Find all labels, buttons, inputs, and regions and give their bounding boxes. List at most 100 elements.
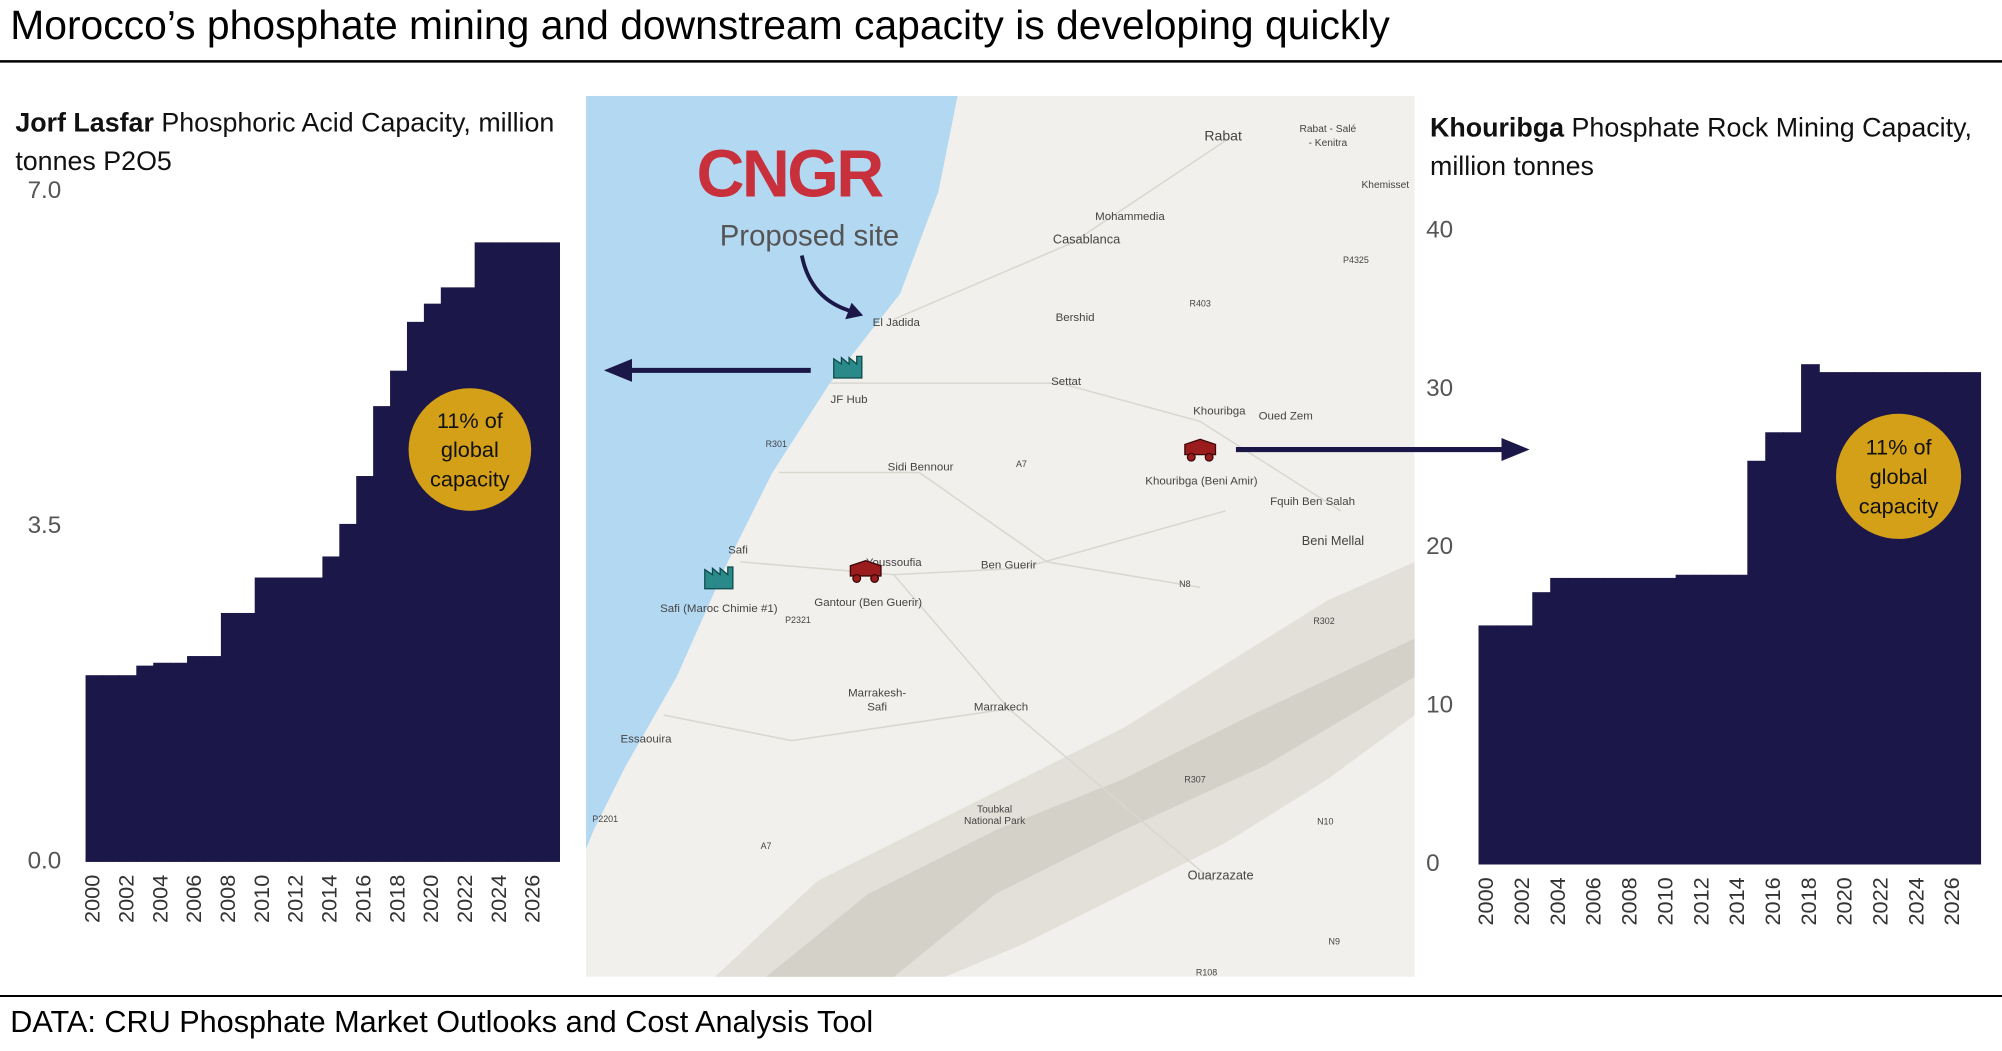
map-label: A7 — [1016, 459, 1027, 469]
annotation-box: 11% of global capacity — [430, 408, 510, 492]
bar — [1747, 460, 1767, 865]
map-label: Safi (Maroc Chimie #1) — [660, 603, 778, 615]
map-label: R403 — [1190, 298, 1211, 308]
map-label: Toubkal — [977, 804, 1012, 815]
chart-title: Khouribga Phosphate Rock Mining Capacity… — [1430, 110, 1992, 187]
bar — [423, 303, 442, 862]
bar — [491, 242, 510, 862]
bar — [1550, 577, 1569, 865]
map-label: Settat — [1051, 376, 1082, 388]
bar — [1729, 574, 1749, 865]
bar — [1657, 577, 1677, 865]
x-tick-label: 2010 — [1652, 877, 1677, 925]
map-label: Fquih Ben Salah — [1270, 496, 1355, 508]
bar — [305, 577, 324, 862]
map-label: Gantour (Ben Guerir) — [814, 597, 922, 609]
link-arrowhead — [1501, 438, 1530, 462]
x-tick-label: 2000 — [80, 875, 105, 923]
x-tick-label: 2006 — [181, 875, 206, 923]
bar — [373, 406, 391, 862]
map-label: N10 — [1317, 817, 1333, 827]
y-tick-label: 10 — [1426, 692, 1453, 719]
bar — [1496, 625, 1516, 865]
map-label: Sidi Bennour — [888, 461, 954, 473]
bar — [1514, 625, 1534, 865]
chart-title-box: Jorf Lasfar Phosphoric Acid Capacity, mi… — [15, 105, 577, 182]
map-label: Ben Guerir — [981, 560, 1037, 572]
map-label: El Jadida — [873, 317, 921, 329]
bar — [153, 662, 171, 862]
map-label: Khemisset — [1361, 180, 1409, 191]
page-title: Morocco’s phosphate mining and downstrea… — [10, 2, 1390, 48]
x-tick-label: 2022 — [452, 875, 477, 923]
chart-title-box: Khouribga Phosphate Rock Mining Capacity… — [1430, 110, 1992, 187]
map: Rabat Rabat - Salé - Kenitra Khemisset Moham… — [586, 95, 1530, 977]
x-tick-label: 2024 — [486, 875, 511, 923]
annotation-box: 11% of global capacity — [1858, 435, 1939, 519]
map-label: Mohammedia — [1095, 211, 1165, 223]
bar — [457, 287, 476, 862]
bar — [1675, 574, 1695, 865]
map-label: Safi — [728, 544, 748, 556]
bar — [1621, 577, 1641, 865]
annotation: 11% of global capacity — [1858, 435, 1939, 519]
map-label: - Kenitra — [1309, 138, 1348, 149]
map-label: R301 — [766, 439, 787, 449]
bar — [1568, 577, 1587, 865]
annotation: 11% of global capacity — [430, 408, 510, 492]
chart-title-bold: Khouribga — [1430, 113, 1565, 144]
map-label: Essaouira — [621, 733, 673, 745]
x-tick-label: 2012 — [1688, 877, 1713, 925]
bar — [85, 675, 104, 862]
bar — [1586, 577, 1605, 865]
x-tick-label: 2020 — [1832, 877, 1857, 925]
link-arrowhead — [603, 358, 633, 382]
map-mountains — [766, 638, 1415, 977]
bar — [1962, 372, 1982, 865]
x-tick-label: 2022 — [1867, 877, 1892, 925]
annotation-circle — [1836, 413, 1962, 539]
annotation-circle — [408, 388, 532, 511]
y-tick-label: 7.0 — [28, 177, 62, 204]
x-tick-label: 2020 — [418, 875, 443, 923]
bar — [390, 370, 408, 862]
map-label: Marrakech — [974, 701, 1028, 713]
bar — [1478, 625, 1498, 865]
map-label: N8 — [1179, 579, 1190, 589]
x-tick-label: 2016 — [350, 875, 375, 923]
map-label: Marrakesh- — [848, 687, 906, 699]
factory-icon — [704, 355, 863, 590]
chart-title: Jorf Lasfar Phosphoric Acid Capacity, mi… — [15, 105, 577, 182]
bar — [339, 523, 357, 862]
map-label: N9 — [1329, 937, 1340, 947]
chart-title-text: Phosphoric Acid Capacity, million tonnes… — [15, 108, 555, 177]
site-arrow — [799, 255, 854, 314]
x-tick-label: 2018 — [384, 875, 409, 923]
bar — [542, 242, 560, 862]
bar — [1693, 574, 1713, 865]
y-tick-label: 20 — [1426, 533, 1453, 560]
x-tick-label: 2024 — [1903, 877, 1928, 925]
x-tick-label: 2002 — [1509, 877, 1534, 925]
x-tick-label: 2026 — [1939, 877, 1964, 925]
bar — [288, 577, 307, 862]
map-label: R302 — [1313, 616, 1334, 626]
y-tick-label: 0 — [1426, 850, 1440, 877]
bar — [271, 577, 290, 862]
map-label: P2321 — [785, 615, 811, 625]
map-label: R307 — [1184, 775, 1205, 785]
bar — [119, 675, 138, 862]
bar — [1765, 432, 1784, 865]
map-label: Beni Mellal — [1302, 533, 1364, 548]
map-label: P4325 — [1343, 255, 1369, 265]
map-label: JF Hub — [831, 394, 868, 406]
map-label: Khouribga — [1193, 405, 1246, 417]
bar — [508, 242, 527, 862]
bar — [322, 556, 341, 862]
map-label: Rabat — [1204, 127, 1242, 143]
x-tick-label: 2014 — [1724, 877, 1749, 925]
map-ocean — [586, 95, 958, 850]
bar — [440, 287, 459, 862]
map-label: Ouarzazate — [1188, 867, 1254, 882]
